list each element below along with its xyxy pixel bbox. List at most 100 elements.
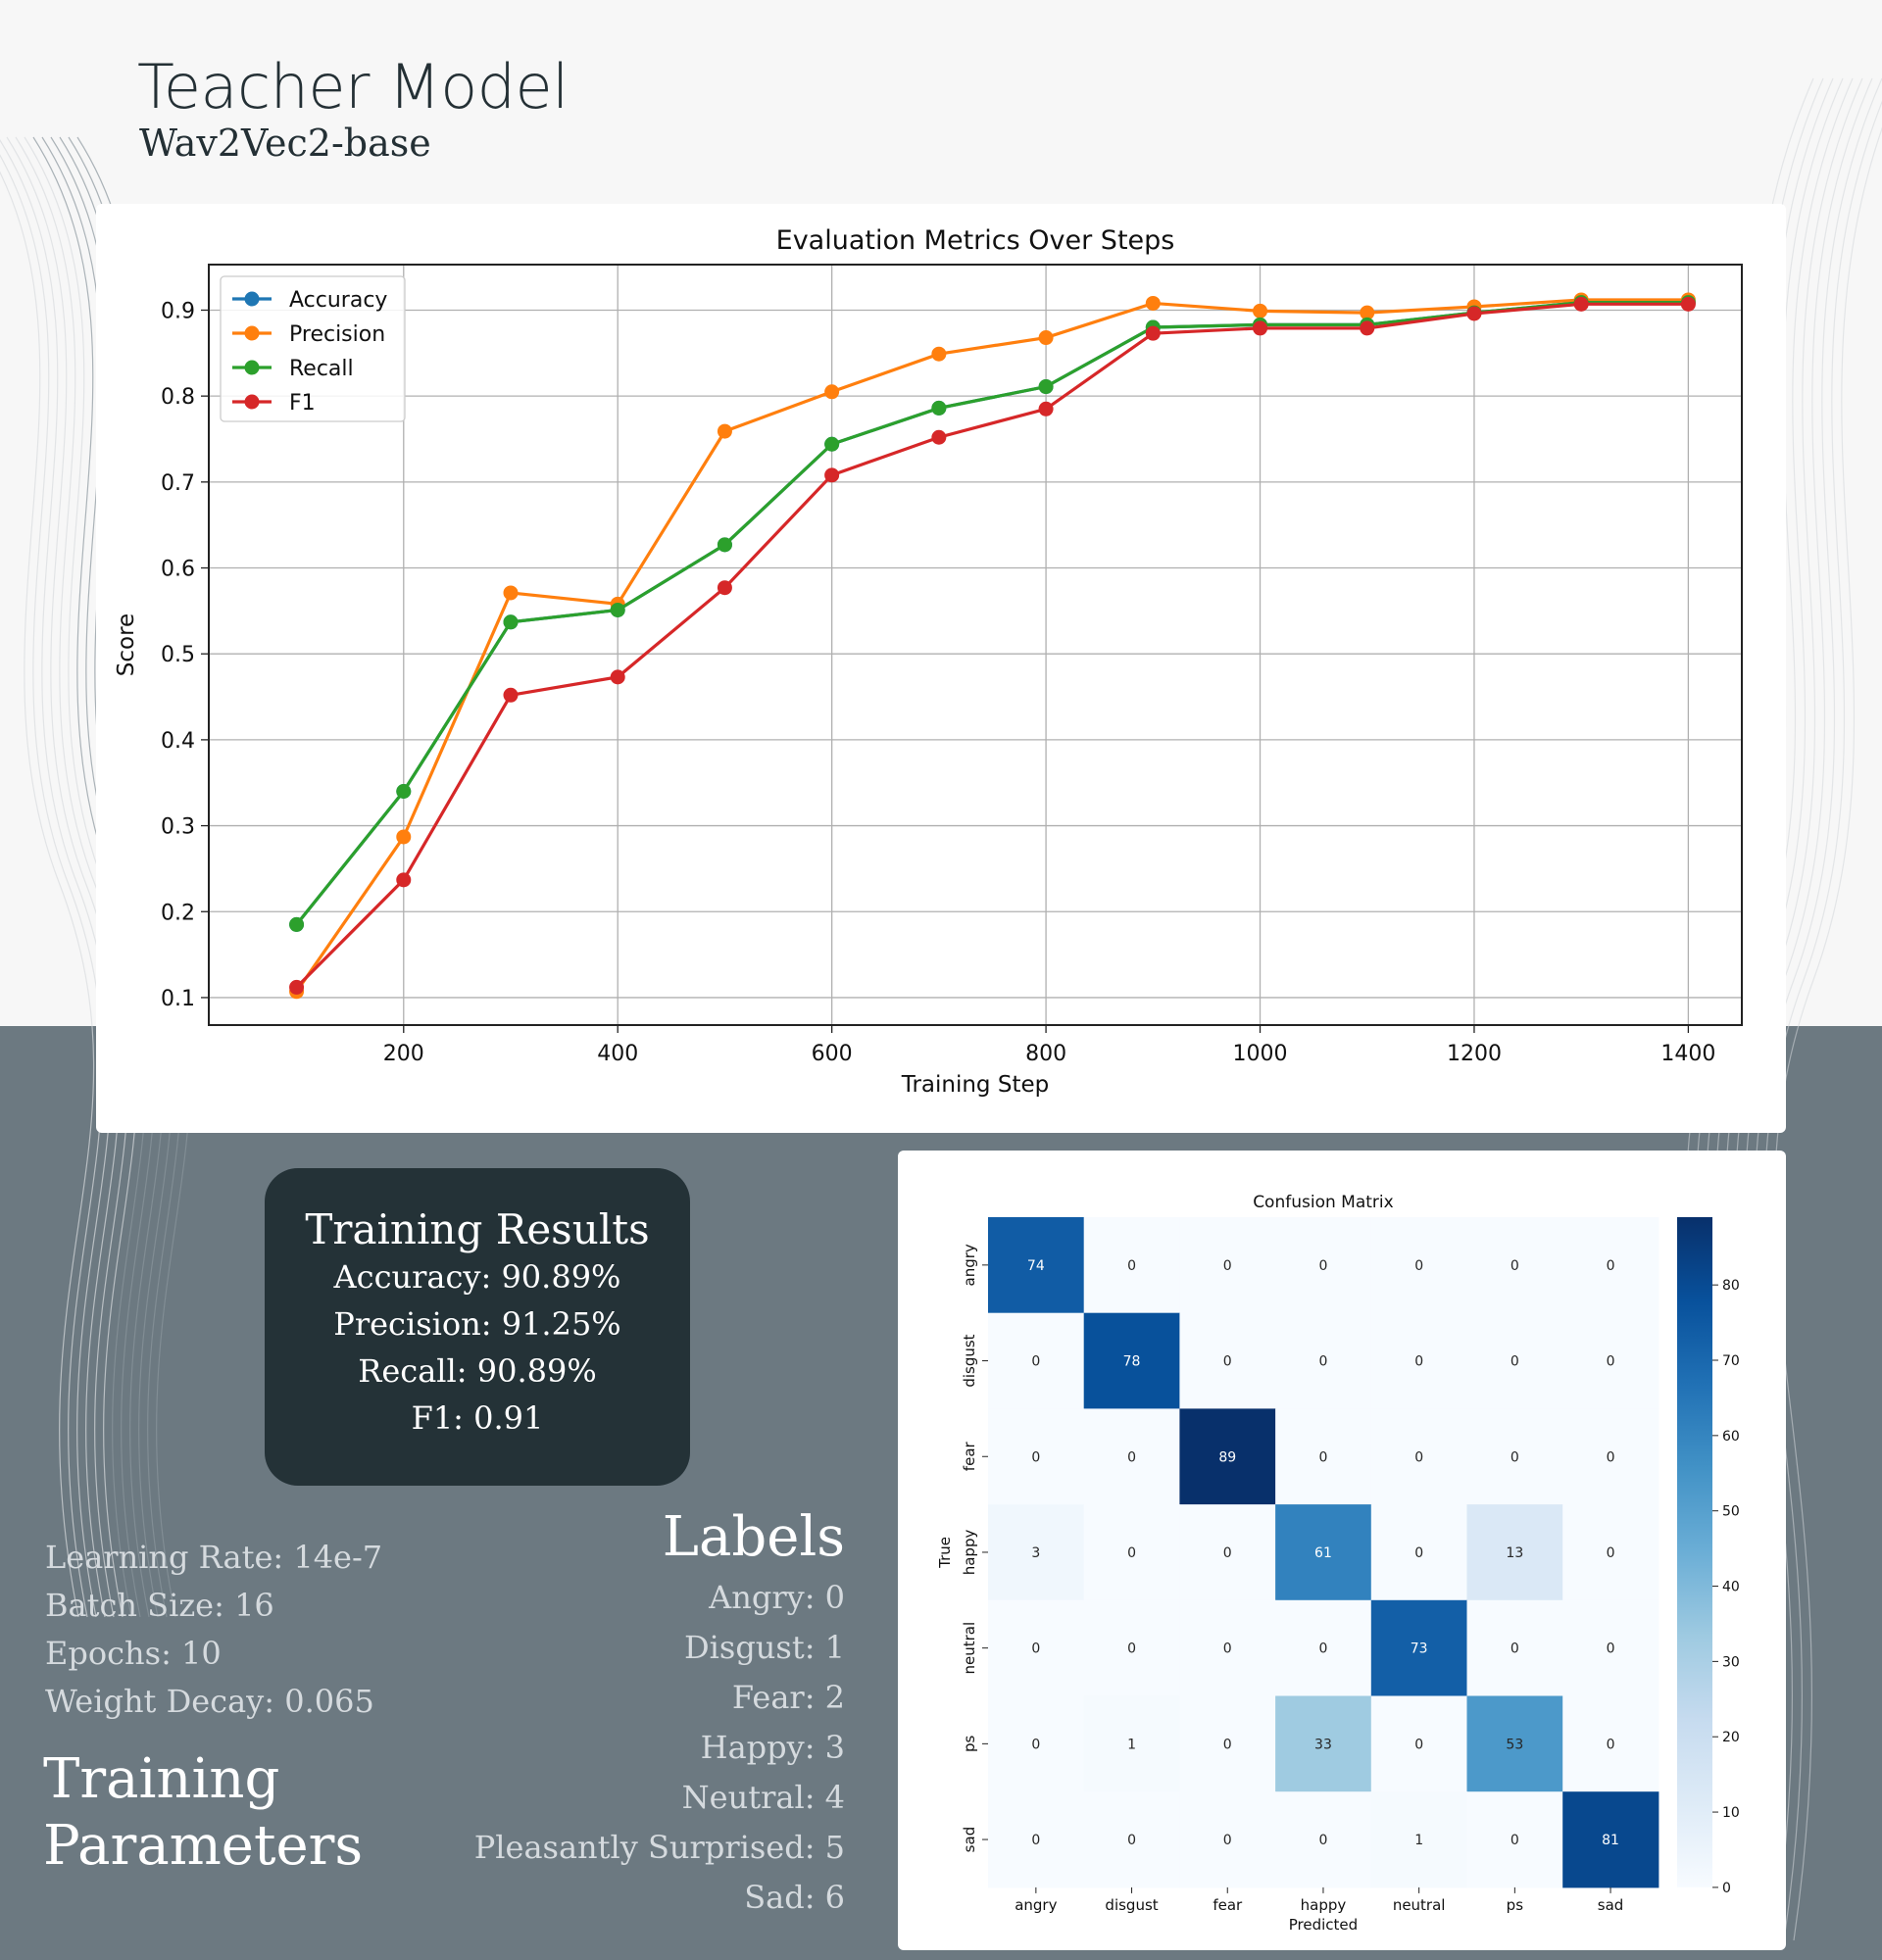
colorbar-tick-label: 70	[1722, 1353, 1740, 1369]
label-ps: Pleasantly Surprised: 5	[473, 1829, 845, 1866]
heatmap-cell-value: 0	[1511, 1833, 1519, 1848]
heatmap-cell	[1466, 1217, 1563, 1314]
y-tick-label: angry	[961, 1244, 978, 1286]
heatmap-title: Confusion Matrix	[1253, 1193, 1394, 1212]
data-point-precision	[717, 423, 732, 439]
data-point-recall	[396, 784, 412, 800]
x-tick-label: angry	[1015, 1896, 1057, 1914]
y-axis-label: Score	[114, 613, 139, 676]
x-tick-label: disgust	[1105, 1896, 1158, 1914]
result-f1: F1: 0.91	[411, 1399, 544, 1437]
data-point-recall	[503, 614, 519, 630]
heatmap-cell-value: 0	[1223, 1545, 1232, 1561]
y-tick-label: happy	[961, 1530, 978, 1576]
data-point-f1	[503, 687, 519, 703]
heatmap-cell-value: 0	[1318, 1354, 1327, 1370]
heatmap-cell	[1370, 1504, 1467, 1601]
training-parameters-title-line2: Parameters	[43, 1814, 364, 1878]
heatmap-cell	[1275, 1599, 1372, 1696]
data-point-f1	[931, 429, 947, 445]
y-axis-label: True	[936, 1537, 954, 1569]
heatmap-cell-value: 0	[1318, 1642, 1327, 1657]
heatmap-cell	[1179, 1599, 1276, 1696]
heatmap-cell	[1562, 1695, 1659, 1792]
y-tick-label: disgust	[961, 1334, 978, 1387]
chart-title: Evaluation Metrics Over Steps	[776, 225, 1175, 256]
heatmap-cell	[988, 1408, 1085, 1505]
label-neutral: Neutral: 4	[681, 1779, 845, 1816]
confusion-matrix-chart: Confusion Matrix 74 0 0 0 0 0 0 0 78 0 0 0 0 0 0 0 89 0 0 0 0…	[936, 1193, 1740, 1934]
heatmap-cell	[988, 1312, 1085, 1409]
heatmap-cell-value: 0	[1607, 1354, 1615, 1370]
x-tick-label: sad	[1598, 1896, 1624, 1914]
heatmap-cell	[1466, 1791, 1563, 1888]
y-tick-label: 0.7	[161, 471, 195, 496]
training-parameters-title-line1: Training	[43, 1747, 280, 1811]
heatmap-cell	[1083, 1217, 1180, 1314]
heatmap-cell-value: 0	[1223, 1642, 1232, 1657]
heatmap-cell	[1275, 1791, 1372, 1888]
heatmap-cell-value: 0	[1127, 1833, 1136, 1848]
data-point-f1	[610, 669, 625, 685]
heatmap-cell	[1083, 1504, 1180, 1601]
heatmap-cell	[1370, 1408, 1467, 1505]
x-axis-label: Predicted	[1289, 1916, 1358, 1934]
heatmap-cell-value: 0	[1414, 1258, 1423, 1274]
confusion-matrix-card: Confusion Matrix 74 0 0 0 0 0 0 0 78 0 0 0 0 0 0 0 89 0 0 0 0…	[898, 1151, 1786, 1950]
data-point-recall	[931, 400, 947, 416]
colorbar-tick-label: 30	[1722, 1654, 1740, 1670]
colorbar-tick-label: 10	[1722, 1805, 1740, 1821]
x-axis-label: Training Step	[901, 1072, 1049, 1098]
heatmap-cell	[1179, 1217, 1276, 1314]
result-recall: Recall: 90.89%	[358, 1352, 597, 1390]
heatmap-cell	[1370, 1695, 1467, 1792]
heatmap-cell-value: 53	[1506, 1737, 1523, 1752]
heatmap-cell-value: 0	[1511, 1449, 1519, 1465]
heatmap-cell	[1466, 1599, 1563, 1696]
data-point-f1	[1145, 325, 1161, 341]
metrics-chart-card: Evaluation Metrics Over Steps 200 400 600 80…	[96, 204, 1786, 1133]
data-point-precision	[1360, 305, 1375, 320]
heatmap-cell-value: 1	[1127, 1737, 1136, 1752]
colorbar	[1677, 1217, 1712, 1887]
heatmap-cell-value: 0	[1031, 1642, 1040, 1657]
x-tick-label: happy	[1301, 1896, 1347, 1914]
x-tick-label: 400	[597, 1042, 638, 1066]
result-precision: Precision: 91.25%	[333, 1305, 621, 1343]
data-point-f1	[717, 580, 732, 596]
plot-frame	[208, 264, 1743, 1026]
data-point-f1	[1680, 296, 1696, 312]
data-point-precision	[503, 585, 519, 601]
heatmap-cell	[1179, 1408, 1276, 1505]
page-title: Teacher Model	[137, 51, 569, 122]
y-tick-label: ps	[961, 1736, 978, 1753]
param-weight-decay: Weight Decay: 0.065	[45, 1683, 374, 1720]
heatmap-cell-value: 33	[1314, 1737, 1332, 1752]
page-subtitle: Wav2Vec2-base	[139, 122, 431, 165]
heatmap-cell	[988, 1217, 1085, 1314]
heatmap-cell	[1370, 1791, 1467, 1888]
heatmap-cell-value: 0	[1414, 1545, 1423, 1561]
y-tick-label: 0.3	[161, 815, 195, 840]
heatmap-cell	[1562, 1217, 1659, 1314]
x-tick-label: 1400	[1660, 1042, 1715, 1066]
heatmap-cell	[1562, 1312, 1659, 1409]
data-point-recall	[289, 916, 305, 932]
legend-label: Recall	[289, 357, 354, 381]
heatmap-cell	[1275, 1217, 1372, 1314]
heatmap-cell-value: 0	[1031, 1737, 1040, 1752]
y-tick-label: 0.6	[161, 558, 195, 582]
heatmap-cell	[1370, 1217, 1467, 1314]
x-tick-label: 600	[812, 1042, 853, 1066]
label-disgust: Disgust: 1	[684, 1629, 845, 1666]
x-tick-label: 200	[383, 1042, 424, 1066]
label-fear: Fear: 2	[731, 1679, 845, 1716]
y-tick-label: neutral	[961, 1622, 978, 1675]
heatmap-cell-value: 0	[1318, 1449, 1327, 1465]
heatmap-cell-value: 0	[1414, 1449, 1423, 1465]
heatmap-cell	[1562, 1408, 1659, 1505]
chart-legend: Accuracy Precision Recall F1	[220, 275, 406, 422]
heatmap-cell	[1275, 1408, 1372, 1505]
data-point-precision	[1145, 295, 1161, 311]
heatmap-cell-value: 74	[1027, 1258, 1045, 1274]
